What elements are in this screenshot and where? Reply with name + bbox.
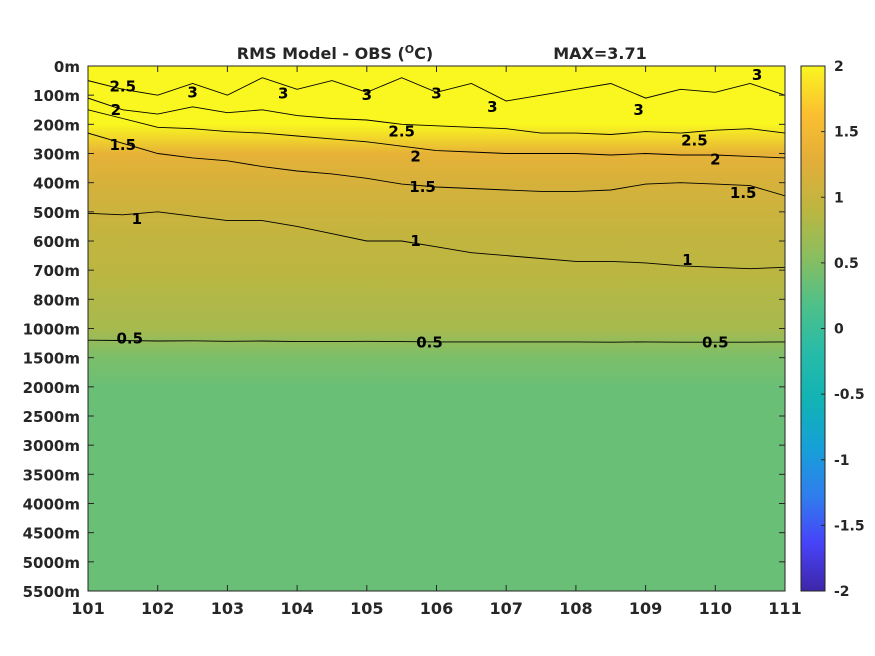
colorbar-tick-label: -2 <box>834 584 850 600</box>
y-tick-label: 800m <box>33 291 80 309</box>
contour-label-1: 1 <box>410 232 420 250</box>
contour-line-1 <box>88 211 785 270</box>
contour-line-2 <box>88 109 785 159</box>
y-tick-label: 200m <box>33 116 80 134</box>
colorbar-tick-label: 1 <box>834 190 844 206</box>
contour-label-1: 1 <box>682 251 692 269</box>
contour-label-1.5: 1.5 <box>110 136 137 154</box>
y-tick-label: 700m <box>33 262 80 280</box>
contour-label-2: 2 <box>710 150 720 168</box>
contour-label-0.5: 0.5 <box>416 334 443 352</box>
x-tick-label: 105 <box>350 599 383 618</box>
x-tick-label: 102 <box>141 599 174 618</box>
colorbar-tick-label: -1 <box>834 453 850 469</box>
y-tick-label: 1000m <box>23 321 80 339</box>
contour-label-0.5: 0.5 <box>117 329 144 347</box>
y-tick-label: 5500m <box>23 583 80 601</box>
y-tick-label: 0m <box>54 58 80 76</box>
max-value-label: MAX=3.71 <box>553 44 647 63</box>
y-tick-label: 2000m <box>23 379 80 397</box>
contour-label-3: 3 <box>362 86 372 104</box>
x-tick-label: 108 <box>559 599 592 618</box>
x-tick-label: 104 <box>280 599 313 618</box>
contour-label-2.5: 2.5 <box>681 131 708 149</box>
x-tick-label: 106 <box>420 599 453 618</box>
x-tick-label: 103 <box>211 599 244 618</box>
contour-label-3: 3 <box>487 98 497 116</box>
x-tick-label: 107 <box>489 599 522 618</box>
y-tick-label: 4000m <box>23 496 80 514</box>
contour-line-3 <box>88 77 785 102</box>
y-tick-label: 3000m <box>23 437 80 455</box>
y-axis: 0m 100m 200m 300m 400m 500m 600m 700m 800m 1000m 1… <box>23 58 785 601</box>
heatmap-fill <box>88 66 785 591</box>
y-tick-label: 500m <box>33 204 80 222</box>
y-tick-label: 4500m <box>23 525 80 543</box>
x-tick-label: 109 <box>629 599 662 618</box>
colorbar-tick-label: 2 <box>834 59 844 75</box>
contour-line-1.5 <box>88 132 785 197</box>
colorbar-tick-label: 0.5 <box>834 256 859 272</box>
contour-lines <box>88 77 785 343</box>
contour-label-0.5: 0.5 <box>702 334 729 352</box>
chart-title: RMS Model - OBS (OC) <box>237 43 433 63</box>
y-tick-label: 100m <box>33 87 80 105</box>
y-tick-label: 300m <box>33 146 80 164</box>
contour-label-3: 3 <box>187 83 197 101</box>
y-tick-label: 5000m <box>23 554 80 572</box>
x-tick-label: 101 <box>71 599 104 618</box>
y-tick-label: 2500m <box>23 408 80 426</box>
contour-label-3: 3 <box>431 85 441 103</box>
colorbar-axis: 2 1.5 1 0.5 0 -0.5 -1 -1.5 -2 <box>821 59 865 600</box>
contour-line-2.5 <box>88 97 785 135</box>
contour-label-3: 3 <box>278 85 288 103</box>
colorbar-tick-label: -1.5 <box>834 518 865 534</box>
y-tick-label: 400m <box>33 175 80 193</box>
contour-label-1.5: 1.5 <box>409 178 436 196</box>
contour-label-1.5: 1.5 <box>730 184 757 202</box>
colorbar-tick-label: -0.5 <box>834 387 865 403</box>
contour-label-3: 3 <box>752 66 762 84</box>
contour-label-3: 3 <box>633 101 643 119</box>
contour-label-2: 2 <box>410 147 420 165</box>
contour-label-2.5: 2.5 <box>388 123 415 141</box>
x-tick-label: 111 <box>768 599 801 618</box>
contour-label-1: 1 <box>132 210 142 228</box>
contour-label-2: 2 <box>111 101 121 119</box>
colorbar-tick-label: 0 <box>834 322 844 338</box>
x-tick-label: 110 <box>699 599 732 618</box>
colorbar-tick-label: 1.5 <box>834 125 859 141</box>
x-axis: 101 102 103 104 105 106 107 108 109 110 111 <box>71 66 802 618</box>
contour-label-2.5: 2.5 <box>110 77 137 95</box>
y-tick-label: 1500m <box>23 350 80 368</box>
y-tick-label: 3500m <box>23 466 80 484</box>
contour-line-0.5 <box>88 339 785 343</box>
y-tick-label: 600m <box>33 233 80 251</box>
